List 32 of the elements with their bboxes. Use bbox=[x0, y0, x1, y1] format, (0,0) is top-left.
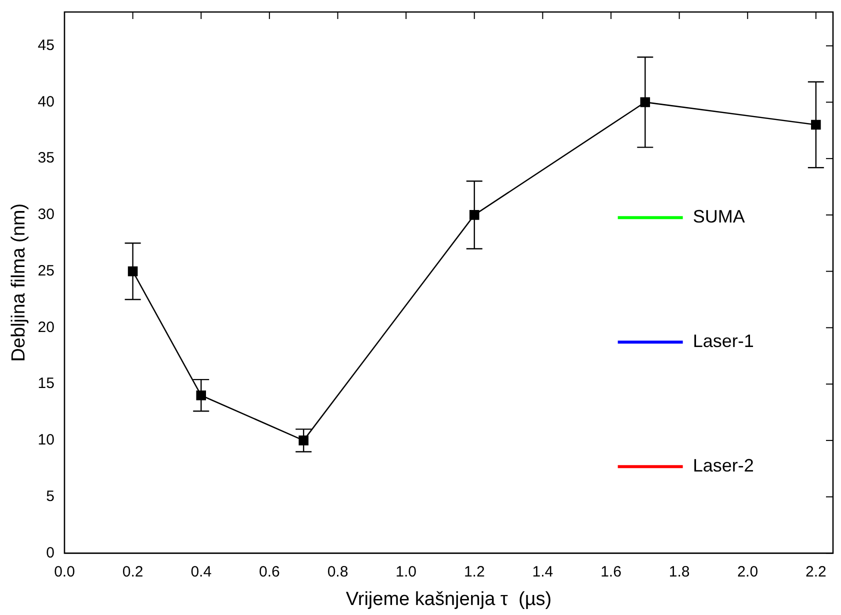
x-tick-label: 2.0 bbox=[737, 563, 758, 580]
point bbox=[196, 390, 206, 400]
point bbox=[298, 436, 308, 446]
legend-label: Laser-1 bbox=[692, 331, 754, 352]
x-tick-label: 0.4 bbox=[190, 563, 212, 580]
legend-label: SUMA bbox=[692, 206, 745, 227]
x-tick-label: 1.4 bbox=[532, 563, 554, 580]
y-tick-label: 35 bbox=[38, 150, 54, 167]
x-tick-label: 2.2 bbox=[805, 563, 826, 580]
y-tick-label: 20 bbox=[38, 318, 54, 336]
x-tick-label: 1.0 bbox=[396, 563, 416, 580]
point bbox=[811, 120, 821, 130]
point bbox=[640, 97, 650, 108]
y-tick-label: 25 bbox=[38, 262, 54, 280]
y-tick-label: 30 bbox=[38, 206, 54, 224]
x-tick-label: 1.2 bbox=[464, 563, 485, 580]
y-tick-label: 40 bbox=[38, 93, 54, 110]
y-tick-label: 45 bbox=[38, 36, 54, 54]
y-axis-title: Debljina filma (nm) bbox=[8, 203, 30, 362]
x-tick-label: 1.6 bbox=[600, 563, 622, 580]
x-tick-label: 0.6 bbox=[258, 563, 280, 580]
x-tick-label: 0.0 bbox=[54, 563, 75, 580]
legend-label: Laser-2 bbox=[692, 456, 754, 476]
y-tick-label: 0 bbox=[46, 544, 54, 562]
y-tick-label: 15 bbox=[38, 375, 54, 392]
y-tick-label: 10 bbox=[38, 432, 54, 449]
x-tick-label: 0.8 bbox=[327, 563, 348, 580]
point bbox=[469, 210, 480, 220]
x-axis-title: Vrijeme kašnjenja τ (µs) bbox=[346, 588, 552, 610]
y-tick-label: 5 bbox=[46, 488, 54, 505]
x-tick-label: 0.2 bbox=[122, 563, 144, 580]
x-tick-label: 1.8 bbox=[668, 563, 690, 580]
